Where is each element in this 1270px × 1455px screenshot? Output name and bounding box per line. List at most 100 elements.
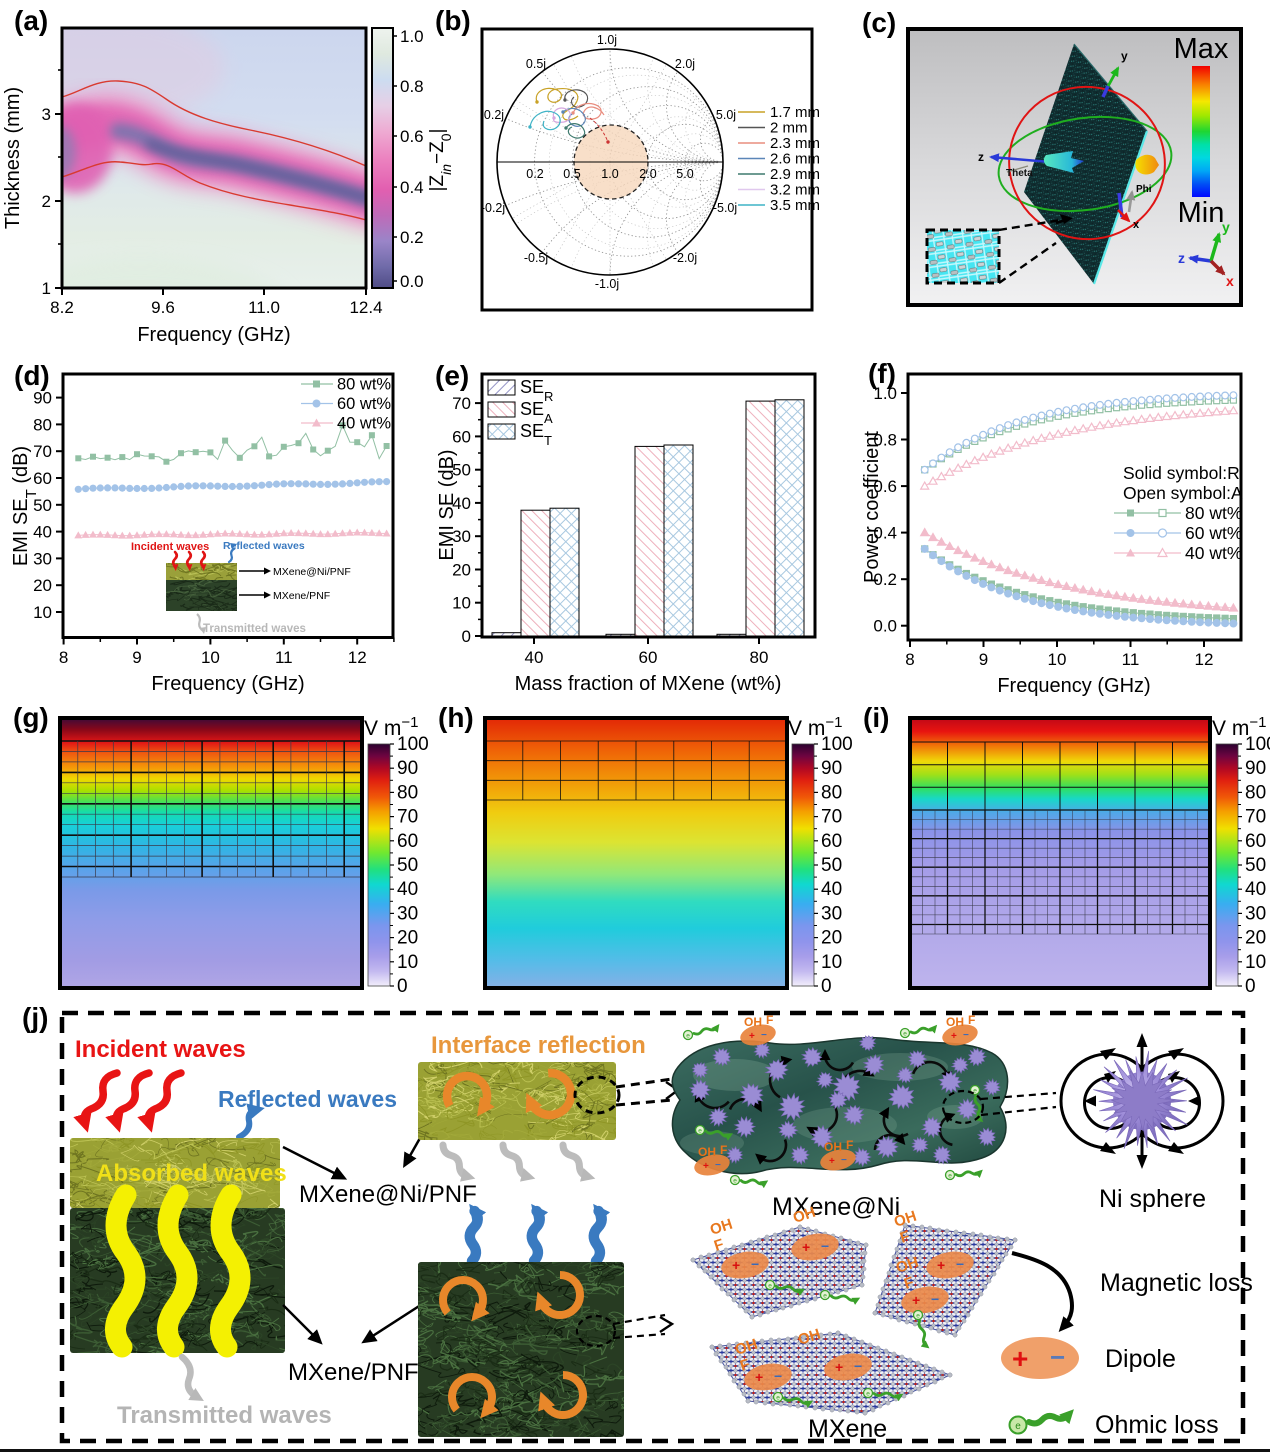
- svg-text:V m−1: V m−1: [1212, 714, 1266, 741]
- svg-text:(f): (f): [868, 360, 896, 389]
- svg-text:10: 10: [33, 603, 52, 622]
- svg-text:2.9 mm: 2.9 mm: [770, 166, 820, 183]
- svg-text:12: 12: [348, 648, 367, 667]
- svg-text:z: z: [1178, 250, 1185, 266]
- svg-text:Min: Min: [1178, 197, 1225, 229]
- svg-text:11: 11: [1122, 650, 1140, 669]
- svg-text:OH: OH: [892, 1208, 919, 1231]
- svg-text:x: x: [1226, 273, 1234, 289]
- svg-text:-0.5j: -0.5j: [524, 251, 548, 265]
- svg-text:10: 10: [1245, 952, 1266, 973]
- svg-text:OH: OH: [824, 1140, 842, 1154]
- svg-text:0.4: 0.4: [873, 524, 897, 543]
- svg-text:e: e: [733, 1177, 737, 1184]
- svg-text:Transmitted waves: Transmitted waves: [203, 623, 306, 635]
- svg-text:OH: OH: [946, 1015, 964, 1029]
- svg-text:20: 20: [821, 928, 842, 949]
- svg-text:−: −: [751, 1256, 759, 1272]
- svg-text:3.2 mm: 3.2 mm: [770, 182, 820, 199]
- svg-text:1: 1: [42, 279, 51, 298]
- svg-text:100: 100: [1245, 734, 1270, 755]
- svg-text:2 mm: 2 mm: [770, 120, 808, 137]
- svg-text:9.6: 9.6: [151, 298, 175, 317]
- svg-text:OH: OH: [894, 1254, 921, 1277]
- svg-text:12.4: 12.4: [349, 298, 382, 317]
- svg-text:40: 40: [821, 879, 842, 900]
- svg-text:−: −: [854, 1358, 862, 1374]
- svg-text:10: 10: [397, 952, 418, 973]
- svg-text:20: 20: [397, 928, 418, 949]
- svg-text:5.0: 5.0: [676, 167, 693, 181]
- svg-text:11.0: 11.0: [248, 298, 280, 317]
- svg-text:0: 0: [1245, 976, 1256, 997]
- svg-text:F: F: [766, 1013, 773, 1027]
- svg-text:80: 80: [33, 415, 52, 434]
- svg-text:0.2: 0.2: [873, 570, 897, 589]
- svg-text:80: 80: [397, 782, 418, 803]
- svg-text:0.0: 0.0: [873, 617, 897, 636]
- svg-text:Magnetic loss: Magnetic loss: [1100, 1269, 1253, 1297]
- svg-text:(j): (j): [22, 1002, 48, 1033]
- svg-text:+: +: [802, 1239, 810, 1255]
- svg-text:60: 60: [821, 831, 842, 852]
- svg-text:Frequency (GHz): Frequency (GHz): [997, 675, 1150, 697]
- svg-text:80: 80: [821, 782, 842, 803]
- svg-text:Reflected waves: Reflected waves: [223, 540, 305, 552]
- svg-text:+: +: [755, 1369, 763, 1385]
- svg-text:e: e: [903, 1030, 907, 1037]
- svg-text:2.0j: 2.0j: [675, 57, 695, 71]
- svg-text:OH: OH: [708, 1216, 735, 1239]
- svg-text:(c): (c): [862, 7, 896, 38]
- svg-text:Ohmic loss: Ohmic loss: [1095, 1411, 1219, 1439]
- svg-text:MXene/PNF: MXene/PNF: [288, 1359, 419, 1386]
- svg-text:0.5: 0.5: [563, 167, 580, 181]
- svg-text:0.8: 0.8: [400, 77, 424, 96]
- svg-text:MXene@Ni/PNF: MXene@Ni/PNF: [273, 566, 351, 578]
- svg-text:Ni sphere: Ni sphere: [1099, 1185, 1206, 1213]
- svg-text:60: 60: [397, 831, 418, 852]
- svg-text:40: 40: [452, 494, 471, 513]
- svg-text:EMI SE (dB): EMI SE (dB): [436, 449, 458, 560]
- svg-text:1.0: 1.0: [400, 27, 424, 46]
- svg-text:30: 30: [821, 903, 842, 924]
- svg-text:+: +: [835, 1359, 843, 1375]
- svg-text:9: 9: [132, 648, 141, 667]
- svg-text:50: 50: [397, 855, 418, 876]
- svg-text:Incident waves: Incident waves: [131, 541, 209, 553]
- svg-text:Theta: Theta: [1006, 168, 1033, 179]
- svg-text:40 wt%: 40 wt%: [1185, 543, 1242, 563]
- svg-text:−: −: [1050, 1342, 1065, 1372]
- svg-text:0: 0: [462, 627, 471, 646]
- svg-text:(i): (i): [863, 705, 889, 733]
- svg-text:OH: OH: [744, 1015, 762, 1029]
- svg-text:70: 70: [821, 807, 842, 828]
- svg-text:e: e: [948, 1172, 952, 1179]
- svg-text:Interface reflection: Interface reflection: [431, 1032, 646, 1059]
- svg-text:0.2: 0.2: [400, 228, 424, 247]
- svg-text:−: −: [761, 1030, 767, 1041]
- svg-text:60: 60: [639, 648, 658, 667]
- svg-text:30: 30: [33, 549, 52, 568]
- svg-text:40: 40: [1245, 879, 1266, 900]
- svg-text:OH: OH: [733, 1336, 760, 1359]
- svg-text:0.2: 0.2: [526, 167, 543, 181]
- svg-text:60 wt%: 60 wt%: [337, 395, 391, 413]
- svg-text:Solid symbol:R: Solid symbol:R: [1123, 463, 1240, 483]
- svg-text:10: 10: [1048, 650, 1067, 669]
- svg-text:OH: OH: [796, 1326, 823, 1349]
- svg-text:8.2: 8.2: [50, 298, 74, 317]
- svg-text:40: 40: [397, 879, 418, 900]
- svg-text:MXene@Ni/PNF: MXene@Ni/PNF: [299, 1181, 477, 1208]
- svg-text:Incident waves: Incident waves: [75, 1036, 246, 1063]
- svg-text:e: e: [698, 1127, 702, 1134]
- svg-text:9: 9: [979, 650, 988, 669]
- svg-text:(d): (d): [14, 360, 50, 391]
- svg-text:20: 20: [452, 561, 471, 580]
- svg-text:MXene@Ni: MXene@Ni: [772, 1193, 900, 1221]
- svg-text:20: 20: [1245, 928, 1266, 949]
- svg-text:Frequency (GHz): Frequency (GHz): [151, 673, 304, 695]
- svg-text:Power coefficient: Power coefficient: [861, 431, 883, 583]
- svg-text:50: 50: [452, 461, 471, 480]
- svg-text:OH: OH: [791, 1204, 818, 1227]
- svg-text:30: 30: [452, 527, 471, 546]
